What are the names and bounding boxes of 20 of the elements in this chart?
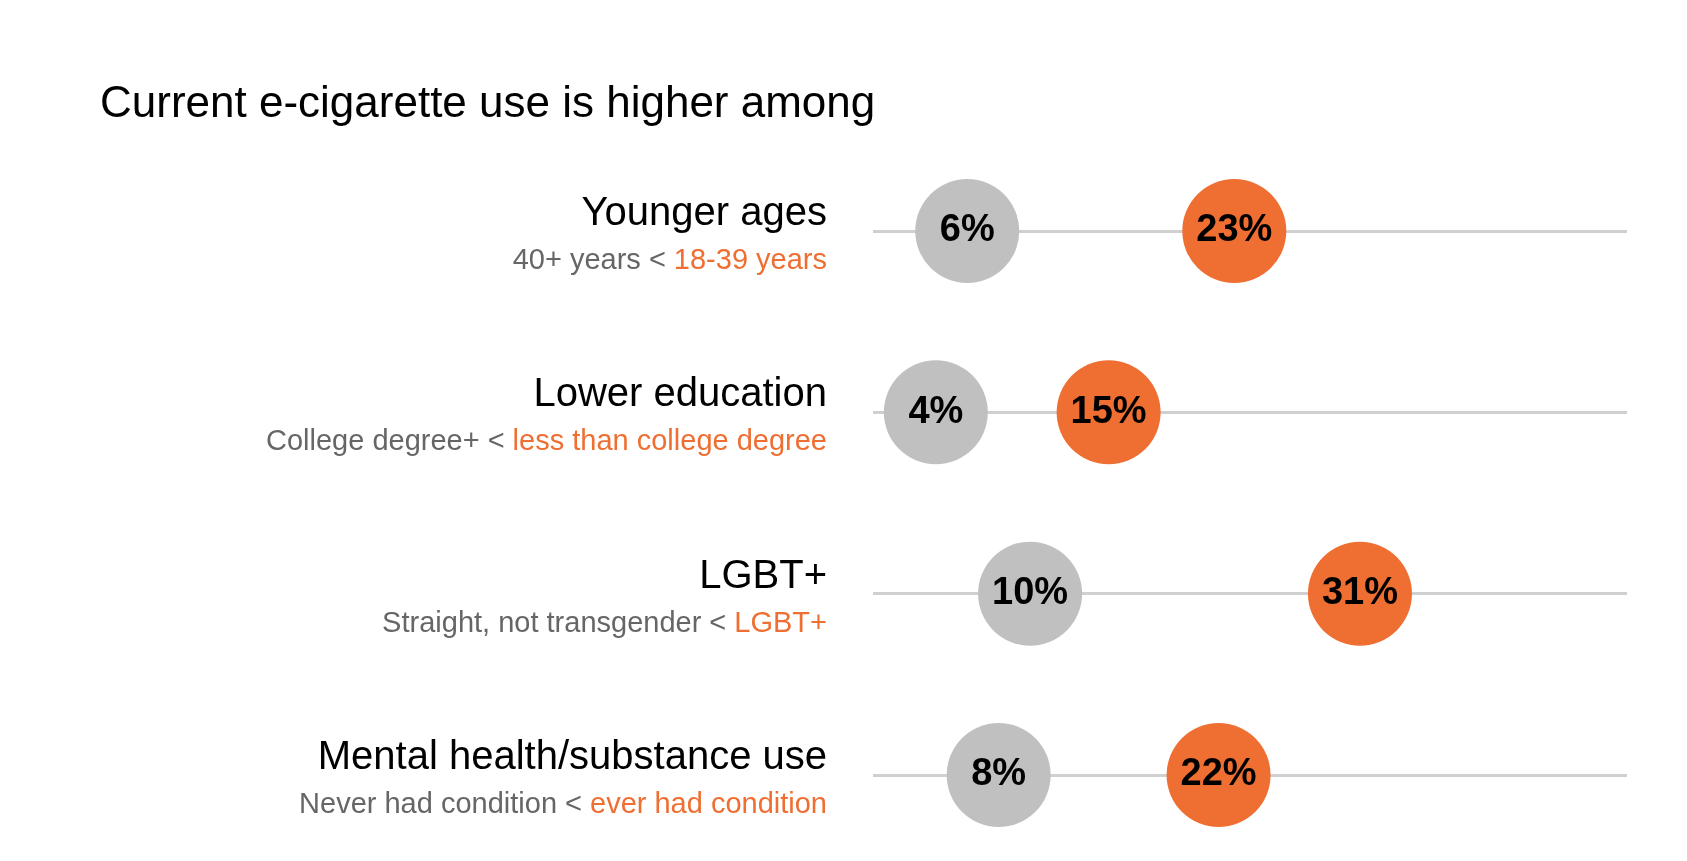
y-tick-label: Younger ages <box>581 189 827 233</box>
y-tick-label: LGBT+ <box>699 551 827 596</box>
data-label: 23% <box>1196 207 1273 250</box>
y-tick-label: Mental health/substance use <box>317 733 827 777</box>
text: Straight, not transgender < <box>382 605 727 638</box>
text: 40+ years < <box>512 243 666 275</box>
data-label: 4% <box>908 388 964 431</box>
data-label: 8% <box>971 751 1027 794</box>
data-label: 31% <box>1321 570 1398 613</box>
data-label: 22% <box>1180 751 1257 794</box>
text: ever had condition <box>590 787 827 819</box>
data-label: 15% <box>1070 388 1147 431</box>
text: 18-39 years <box>673 243 827 275</box>
text: Never had condition < <box>299 787 582 819</box>
data-label: 10% <box>992 570 1069 613</box>
y-tick-label: Lower education <box>533 370 827 415</box>
text: less than college degree <box>512 424 827 457</box>
data-label: 6% <box>939 207 995 250</box>
text: Current e-cigarette use is higher among <box>100 77 876 127</box>
text: College degree+ < <box>265 424 505 457</box>
